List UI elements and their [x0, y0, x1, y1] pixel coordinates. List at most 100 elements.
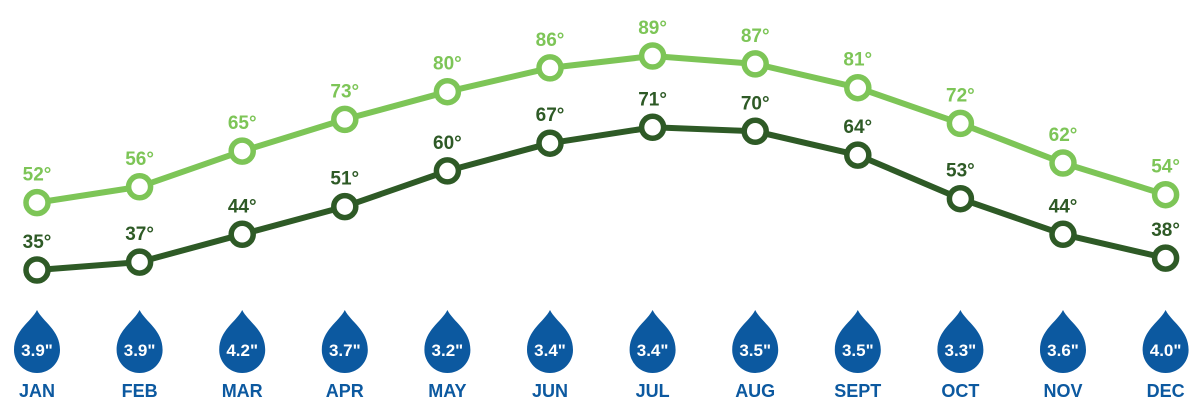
- precipitation-label-feb: 3.9": [124, 341, 156, 360]
- temperature-labels: 52° 56° 65° 73° 80° 86° 89° 87° 81° 72° 62° 54° 35° 3…: [23, 18, 1180, 253]
- raindrop-icon: 4.2": [219, 310, 266, 373]
- precipitation-label-may: 3.2": [432, 341, 464, 360]
- high-label-dec: 54°: [1151, 157, 1180, 178]
- high-label-oct: 72°: [946, 85, 975, 106]
- precipitation-label-mar: 4.2": [226, 341, 258, 360]
- precipitation-label-dec: 4.0": [1150, 341, 1182, 360]
- raindrop-icon: 3.3": [937, 310, 984, 373]
- raindrop-shape-feb: [116, 310, 163, 373]
- month-labels: JAN FEB MAR APR MAY JUN JUL AUG SEPT OCT NOV DEC: [19, 381, 1185, 401]
- low-point-jul: [638, 113, 667, 142]
- raindrop-icon: 3.5": [834, 310, 881, 373]
- low-point-may: [433, 157, 462, 185]
- high-label-jul: 89°: [638, 18, 667, 39]
- precipitation-label-aug: 3.5": [739, 341, 771, 360]
- high-point-oct: [946, 109, 975, 138]
- raindrop-shape-nov: [1040, 310, 1086, 373]
- raindrop-icon: 4.0": [1142, 310, 1189, 373]
- raindrop-icon: 3.2": [424, 310, 471, 373]
- raindrop-icon: 3.4": [629, 310, 676, 373]
- low-point-dec: [1151, 244, 1180, 272]
- high-label-mar: 65°: [228, 113, 257, 134]
- high-label-aug: 87°: [741, 26, 770, 47]
- high-point-mar: [228, 137, 256, 165]
- low-label-aug: 70°: [741, 93, 770, 114]
- high-label-feb: 56°: [125, 149, 154, 170]
- raindrop-icon: 3.7": [321, 310, 368, 373]
- raindrop-shape-may: [424, 310, 471, 373]
- precipitation-label-jul: 3.4": [637, 341, 669, 360]
- high-point-nov: [1049, 149, 1077, 177]
- raindrop-shape-jan: [14, 310, 60, 373]
- high-point-jul: [638, 42, 667, 70]
- raindrop-shape-jun: [527, 310, 573, 373]
- month-label-feb: FEB: [122, 381, 158, 401]
- low-point-aug: [741, 117, 769, 146]
- low-label-may: 60°: [433, 133, 462, 154]
- low-label-jun: 67°: [536, 105, 565, 126]
- high-point-jan: [23, 188, 51, 217]
- raindrop-shape-sept: [834, 310, 881, 373]
- series-lines: [34, 53, 1169, 273]
- low-point-jan: [23, 256, 51, 284]
- low-label-nov: 44°: [1049, 196, 1078, 217]
- raindrop-shape-apr: [321, 310, 368, 373]
- low-label-sept: 64°: [843, 117, 872, 138]
- raindrop-icon: 3.4": [527, 310, 573, 373]
- high-point-aug: [741, 50, 769, 78]
- high-label-jan: 52°: [23, 165, 52, 186]
- month-label-jul: JUL: [636, 381, 670, 401]
- high-temperature-line: [34, 53, 1169, 206]
- month-label-apr: APR: [326, 381, 364, 401]
- high-point-sept: [844, 73, 872, 102]
- low-temperature-line: [34, 124, 1169, 273]
- month-label-sept: SEPT: [834, 381, 881, 401]
- low-point-jun: [536, 129, 564, 157]
- raindrop-icon: 3.5": [732, 310, 779, 373]
- low-point-apr: [331, 192, 359, 221]
- high-label-sept: 81°: [843, 50, 872, 71]
- raindrop-icon: 3.9": [116, 310, 163, 373]
- precipitation-label-nov: 3.6": [1047, 341, 1079, 360]
- high-point-dec: [1151, 180, 1180, 209]
- month-label-jan: JAN: [19, 381, 55, 401]
- low-point-nov: [1049, 220, 1077, 249]
- precipitation-drops: 3.9" 3.9" 4.2" 3.7" 3.2" 3.4" 3.4" 3.5" 3.5" 3.3"…: [14, 310, 1189, 373]
- low-label-apr: 51°: [330, 169, 359, 190]
- precipitation-label-apr: 3.7": [329, 341, 361, 360]
- high-label-jun: 86°: [536, 30, 565, 51]
- raindrop-shape-oct: [937, 310, 984, 373]
- precipitation-label-jan: 3.9": [21, 341, 53, 360]
- precipitation-label-sept: 3.5": [842, 341, 874, 360]
- low-label-oct: 53°: [946, 161, 975, 182]
- raindrop-shape-dec: [1142, 310, 1189, 373]
- low-point-feb: [125, 248, 154, 276]
- high-label-nov: 62°: [1049, 125, 1078, 146]
- month-label-aug: AUG: [735, 381, 775, 401]
- series-points: [23, 42, 1180, 284]
- low-label-jul: 71°: [638, 89, 667, 110]
- raindrop-shape-aug: [732, 310, 779, 373]
- month-label-dec: DEC: [1147, 381, 1185, 401]
- month-label-oct: OCT: [941, 381, 979, 401]
- raindrop-icon: 3.6": [1040, 310, 1086, 373]
- high-point-may: [433, 77, 462, 106]
- precipitation-label-jun: 3.4": [534, 341, 566, 360]
- raindrop-shape-jul: [629, 310, 676, 373]
- raindrop-icon: 3.9": [14, 310, 60, 373]
- low-label-mar: 44°: [228, 196, 257, 217]
- high-label-apr: 73°: [330, 81, 359, 102]
- month-label-mar: MAR: [222, 381, 263, 401]
- precipitation-label-oct: 3.3": [945, 341, 977, 360]
- low-point-sept: [844, 141, 872, 169]
- low-label-feb: 37°: [125, 224, 154, 245]
- high-point-feb: [125, 173, 154, 201]
- low-label-dec: 38°: [1151, 220, 1180, 241]
- month-label-nov: NOV: [1043, 381, 1082, 401]
- raindrop-shape-mar: [219, 310, 266, 373]
- low-point-mar: [228, 220, 256, 249]
- low-point-oct: [946, 184, 975, 213]
- low-label-jan: 35°: [23, 232, 52, 253]
- month-label-may: MAY: [428, 381, 466, 401]
